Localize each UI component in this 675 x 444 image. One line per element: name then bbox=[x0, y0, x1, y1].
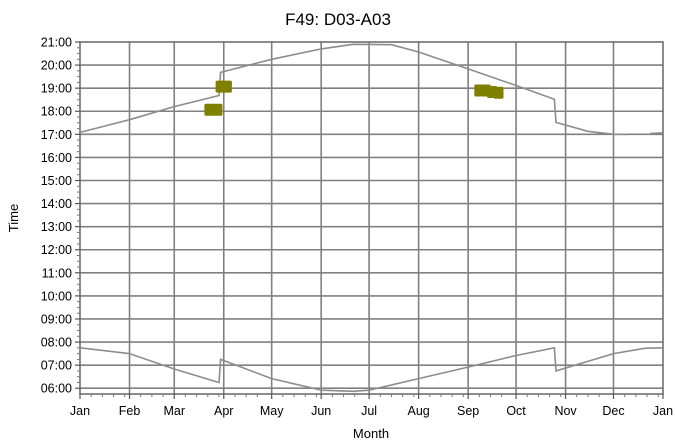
y-tick-label: 08:00 bbox=[41, 336, 72, 350]
marker-layer bbox=[204, 80, 504, 116]
x-tick-label: Feb bbox=[119, 404, 141, 418]
y-tick-label: 11:00 bbox=[42, 266, 72, 280]
x-axis-title: Month bbox=[353, 426, 389, 441]
x-tick-label: Nov bbox=[554, 404, 577, 418]
x-tick-label: Jul bbox=[361, 404, 377, 418]
series-line bbox=[79, 43, 628, 136]
y-tick-labels: 06:00 07:00 08:00 09:00 10:00 11:00 12:00 13:00… bbox=[41, 36, 72, 396]
y-tick-label: 17:00 bbox=[41, 128, 72, 142]
y-tick-label: 09:00 bbox=[41, 312, 72, 326]
series-line bbox=[650, 132, 664, 135]
x-tick-label: Mar bbox=[163, 404, 185, 418]
series-layer bbox=[79, 43, 664, 393]
x-tick-label: Jan bbox=[70, 404, 90, 418]
x-tick-label: Oct bbox=[506, 404, 526, 418]
y-tick-label: 16:00 bbox=[41, 151, 72, 165]
x-tick-label: Aug bbox=[407, 404, 429, 418]
x-tick-label: May bbox=[260, 404, 284, 418]
y-tick-label: 07:00 bbox=[41, 359, 72, 373]
y-tick-label: 20:00 bbox=[41, 59, 72, 73]
minor-ticks bbox=[75, 41, 664, 399]
chart-title: F49: D03-A03 bbox=[285, 10, 391, 29]
x-tick-label: Jan bbox=[653, 404, 673, 418]
data-marker bbox=[221, 80, 232, 93]
grid bbox=[80, 42, 663, 394]
y-tick-label: 10:00 bbox=[41, 289, 72, 303]
y-tick-label: 21:00 bbox=[41, 36, 72, 50]
y-tick-label: 15:00 bbox=[41, 174, 72, 188]
y-axis-title: Time bbox=[6, 204, 21, 232]
x-tick-label: Dec bbox=[602, 404, 624, 418]
x-tick-label: Sep bbox=[457, 404, 479, 418]
y-tick-label: 18:00 bbox=[41, 105, 72, 119]
y-tick-label: 13:00 bbox=[41, 220, 72, 234]
y-tick-label: 14:00 bbox=[41, 197, 72, 211]
plot-frame bbox=[79, 41, 664, 395]
series-line bbox=[79, 346, 664, 393]
data-marker bbox=[212, 103, 223, 116]
y-tick-label: 06:00 bbox=[41, 382, 72, 396]
y-tick-label: 19:00 bbox=[41, 82, 72, 96]
x-tick-labels: Jan Feb Mar Apr May Jun Jul Aug Sep Oct Nov Dec Jan bbox=[70, 404, 673, 418]
data-marker bbox=[204, 103, 215, 116]
x-tick-label: Apr bbox=[214, 404, 233, 418]
y-tick-label: 12:00 bbox=[41, 243, 72, 257]
x-tick-label: Jun bbox=[311, 404, 331, 418]
data-marker bbox=[493, 86, 504, 99]
